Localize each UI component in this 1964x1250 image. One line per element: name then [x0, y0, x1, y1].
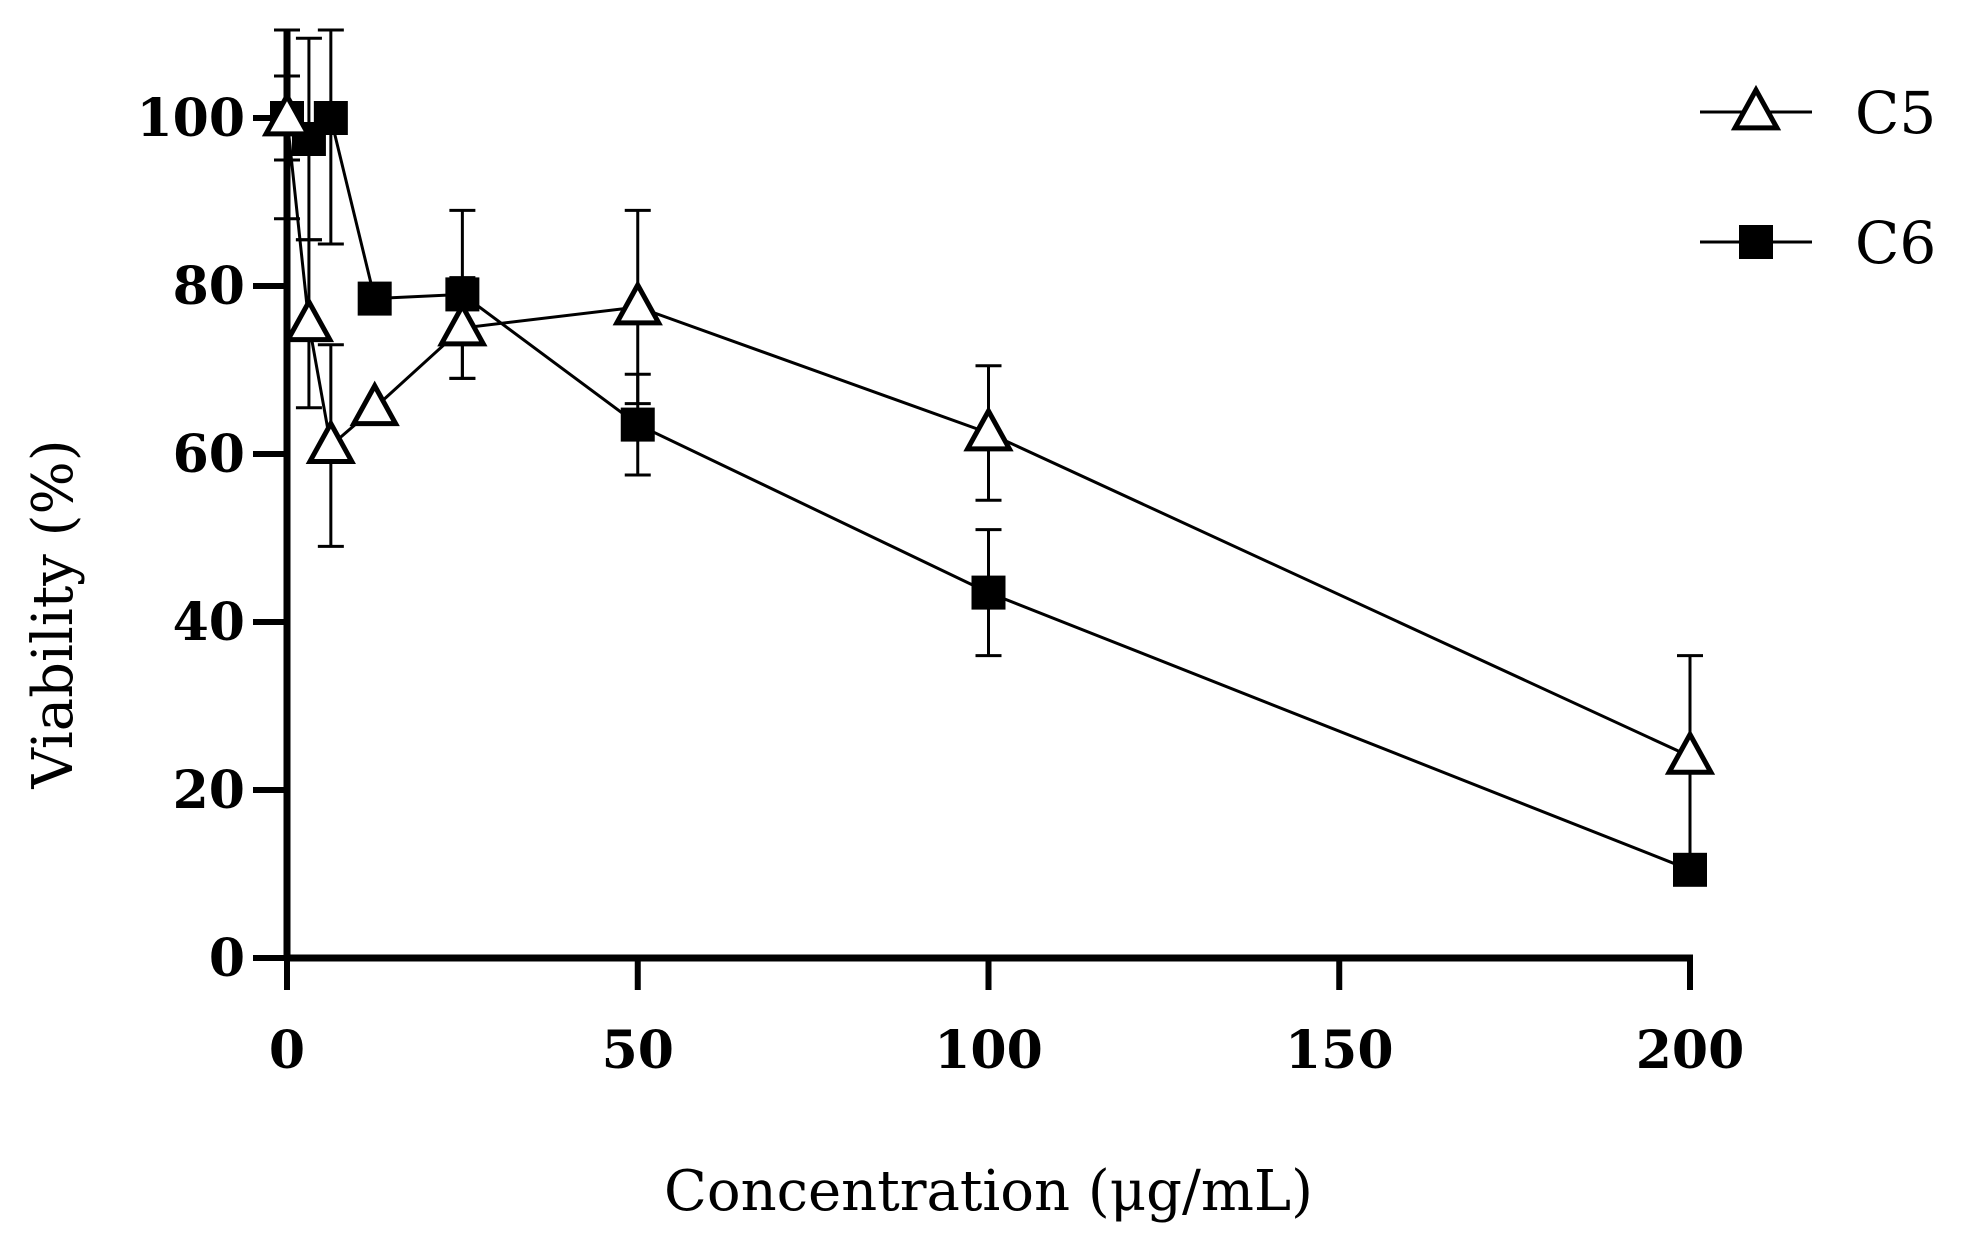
legend-marker-c5: [1730, 84, 1782, 131]
y-tick-label: 100: [136, 88, 245, 149]
legend-item-c6: C6: [1700, 209, 1936, 277]
legend-label-c6: C6: [1855, 209, 1936, 277]
legend-marker-c6: [1739, 225, 1773, 259]
y-tick-label: 60: [173, 424, 245, 485]
legend-item-c5: C5: [1700, 79, 1936, 147]
y-tick-label: 0: [209, 928, 245, 989]
point-c5: [349, 380, 400, 427]
point-c5: [261, 90, 313, 137]
point-c6: [357, 281, 392, 316]
x-tick-label: 100: [934, 1020, 1043, 1081]
series-c5: [261, 74, 1716, 859]
legend-label-c5: C5: [1855, 79, 1936, 147]
y-tick-label: 40: [173, 592, 245, 653]
x-tick-label: 50: [602, 1020, 674, 1081]
y-tick-label: 20: [173, 760, 245, 821]
point-c6: [971, 575, 1006, 610]
point-c5: [612, 279, 663, 326]
point-c6: [313, 101, 348, 135]
x-tick-label: 150: [1285, 1020, 1394, 1081]
legend: C5 C6: [1700, 79, 1936, 277]
point-c5: [1664, 729, 1716, 775]
series-layer: [261, 28, 1716, 887]
point-c5: [305, 418, 356, 464]
series-line-c5: [285, 117, 1691, 758]
x-axis-title: Concentration (μg/mL): [664, 1159, 1313, 1224]
x-tick-label: 200: [1636, 1020, 1745, 1081]
axes-layer: 0 20 40 60 80 100 0 50 100 150 200: [136, 30, 1744, 1081]
y-tick-label: 80: [173, 256, 245, 317]
point-c5: [283, 296, 335, 343]
point-c5: [963, 405, 1014, 452]
point-c6: [620, 407, 655, 442]
series-c6: [270, 28, 1707, 887]
point-c5: [437, 300, 488, 347]
x-tick-label: 0: [269, 1020, 305, 1081]
y-axis-title: Viability (%): [21, 439, 86, 789]
